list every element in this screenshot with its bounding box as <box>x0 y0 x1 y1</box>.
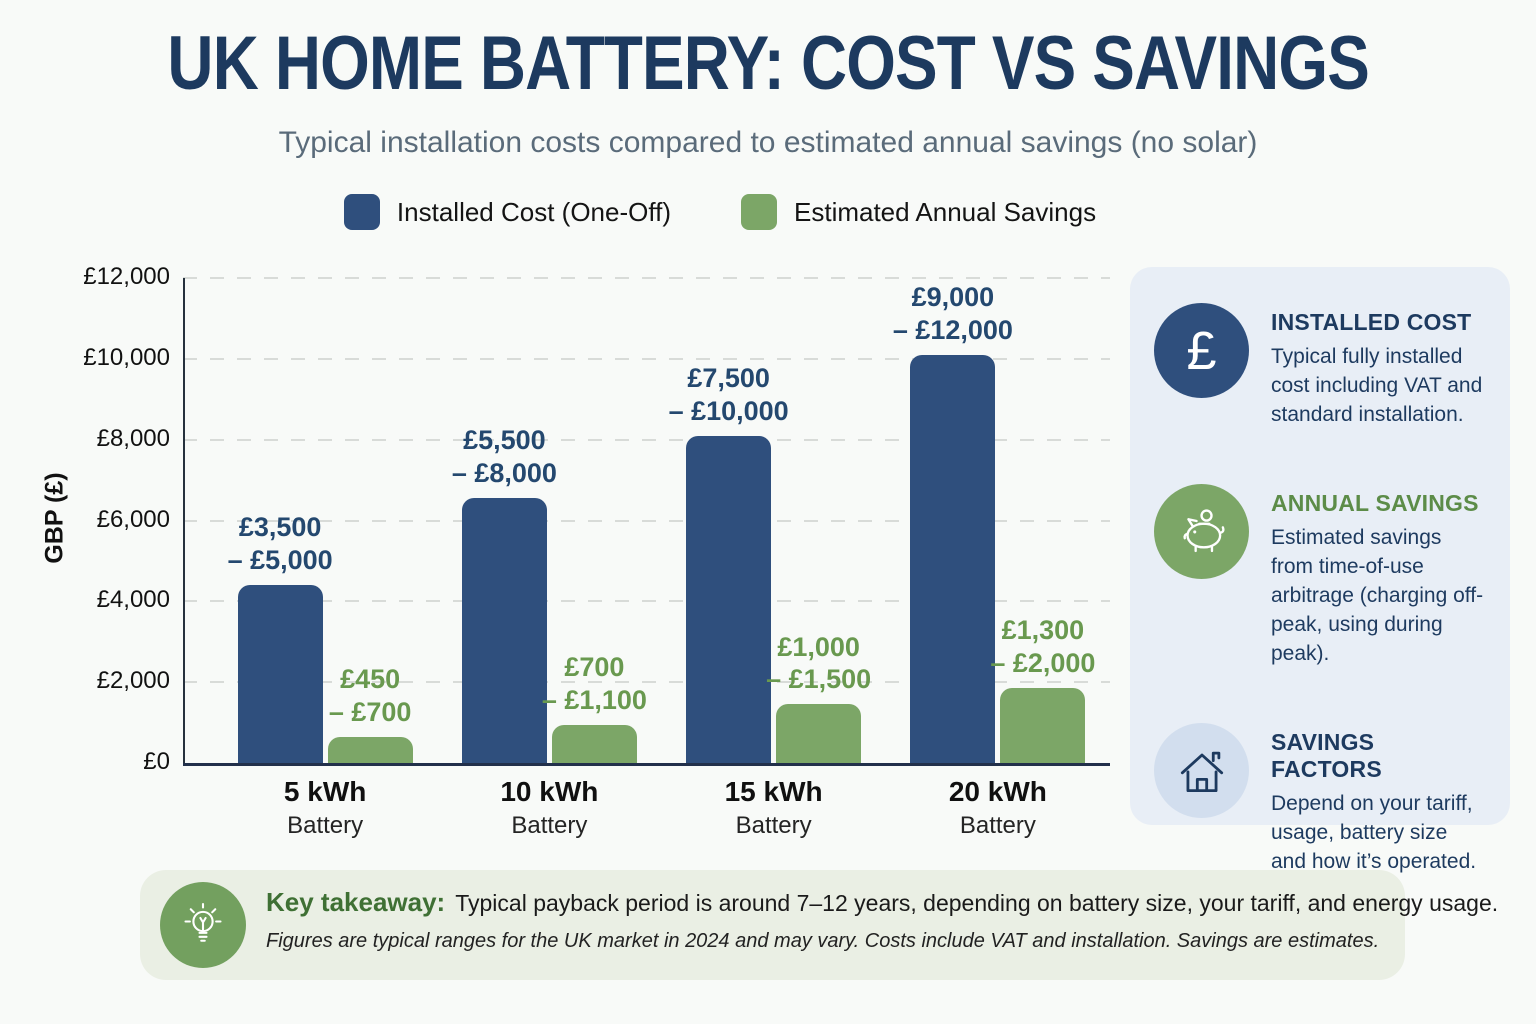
fine-print: Figures are typical ranges for the UK ma… <box>266 930 1380 952</box>
bar-group-5-kwh: £3,500– £5,000 £450– £700 <box>213 278 437 763</box>
category-5-kwh: 5 kWh Battery <box>213 776 437 840</box>
bar-range-label-line: £9,000 <box>911 281 995 312</box>
info-card-savings-factors: SAVINGS FACTORS Depend on your tariff, u… <box>1154 722 1484 877</box>
page-title: UK HOME BATTERY: COST VS SAVINGS <box>167 21 1369 106</box>
category-15-kwh: 15 kWh Battery <box>662 776 886 840</box>
y-axis-tick-label: £8,000 <box>96 424 170 452</box>
bar-range-label-line: £1,300 <box>1001 615 1085 646</box>
info-card-installed-cost: £ INSTALLED COST Typical fully installed… <box>1154 303 1484 430</box>
y-axis-tick-label: £6,000 <box>96 505 170 533</box>
category-sub-label: Battery <box>287 812 364 839</box>
piggy-bank-icon <box>1154 483 1249 579</box>
bar-range-label-line: – £2,000 <box>990 648 1096 679</box>
card-title: SAVINGS FACTORS <box>1271 728 1382 782</box>
chart-legend: Installed Cost (One-Off) Estimated Annual… <box>0 194 1488 230</box>
bar-range-label: £7,500– £10,000 <box>604 362 854 428</box>
y-axis-tick-label: £12,000 <box>83 263 170 290</box>
takeaway-label: Key takeaway: <box>266 887 446 917</box>
pound-icon: £ <box>1154 303 1249 398</box>
card-title: INSTALLED COST <box>1271 309 1472 335</box>
bar-range-label: £450– £700 <box>245 663 495 729</box>
category-size-label: 5 kWh <box>283 776 367 807</box>
bar-range-label: £700– £1,100 <box>469 651 719 717</box>
info-card-annual-savings: ANNUAL SAVINGS Estimated savings from ti… <box>1154 483 1484 669</box>
bar-installed-cost-one-off-10-kwh: £5,500– £8,000 <box>452 425 557 763</box>
bar-group-10-kwh: £5,500– £8,000 £700– £1,100 <box>437 278 661 763</box>
legend-label: Installed Cost (One-Off) <box>396 196 671 227</box>
bar-range-label-line: £3,500 <box>238 512 322 543</box>
bar-range-label: £1,000– £1,500 <box>694 631 944 697</box>
bar-range-label-line: – £1,100 <box>541 684 647 715</box>
x-axis-category-labels: 5 kWh Battery 10 kWh Battery 15 kWh Battery 20… <box>183 776 1110 840</box>
gridline <box>183 357 1110 360</box>
card-body: Typical fully installed cost including V… <box>1271 345 1483 426</box>
bar-range-label-line: £7,500 <box>687 362 770 393</box>
takeaway-line: Key takeaway: Typical payback period is a… <box>266 887 1498 918</box>
bar-range-label-line: £1,000 <box>777 631 860 662</box>
y-axis-tick-label: £2,000 <box>96 667 170 695</box>
category-size-label: 20 kWh <box>948 776 1047 807</box>
bar-range-label-line: £450 <box>340 663 401 694</box>
bar-installed-cost-one-off-15-kwh: £7,500– £10,000 <box>669 363 789 763</box>
category-20-kwh: 20 kWh Battery <box>886 776 1110 840</box>
gridline <box>183 681 1110 684</box>
lightbulb-icon <box>160 882 246 968</box>
card-body: Estimated savings from time-of-use arbit… <box>1271 525 1484 665</box>
legend-item-installed-cost-one-off: Installed Cost (One-Off) <box>343 194 671 230</box>
page-subtitle: Typical installation costs compared to e… <box>278 126 1258 159</box>
category-size-label: 10 kWh <box>500 776 599 807</box>
key-takeaway-panel: Key takeaway: Typical payback period is a… <box>140 870 1498 980</box>
bar-range-label-line: £5,500 <box>463 425 546 456</box>
house-icon <box>1154 722 1249 818</box>
bar-range-label-line: – £12,000 <box>892 314 1013 345</box>
bar-installed-cost-one-off-5-kwh: £3,500– £5,000 <box>228 512 333 763</box>
bar-range-label: £1,300– £2,000 <box>918 614 1168 680</box>
bar-range-label-line: – £8,000 <box>451 458 557 489</box>
bar-range-label-line: – £700 <box>328 696 412 727</box>
bar-range-label-line: – £5,000 <box>227 545 333 576</box>
bar-estimated-annual-savings-20-kwh: £1,300– £2,000 <box>990 615 1095 763</box>
gridline <box>183 600 1110 603</box>
card-body: Depend on your tariff, usage, battery si… <box>1271 791 1477 873</box>
bar-range-label: £9,000– £12,000 <box>828 281 1078 347</box>
gridline <box>183 277 1110 279</box>
bar-range-label-line: £700 <box>564 651 625 682</box>
y-axis-tick-label: £4,000 <box>96 586 170 614</box>
bar-range-label-line: – £10,000 <box>668 395 789 426</box>
category-size-label: 15 kWh <box>724 776 823 807</box>
category-sub-label: Battery <box>735 812 812 839</box>
legend-label: Estimated Annual Savings <box>794 196 1097 227</box>
y-axis-tick-label: £0 <box>143 748 170 775</box>
chart-plot-area: £3,500– £5,000 £450– £700 £5,500– £8,000 £7… <box>183 277 1110 766</box>
bar-range-label-line: – £1,500 <box>766 664 872 695</box>
bar-group-15-kwh: £7,500– £10,000 £1,000– £1,500 <box>662 278 886 763</box>
bars-row: £3,500– £5,000 £450– £700 £5,500– £8,000 £7… <box>183 278 1110 763</box>
bar-estimated-annual-savings-10-kwh: £700– £1,100 <box>542 652 647 763</box>
takeaway-text: Typical payback period is around 7–12 ye… <box>455 890 1499 916</box>
bar-group-20-kwh: £9,000– £12,000 £1,300– £2,000 <box>886 278 1110 763</box>
y-axis-line <box>183 278 185 763</box>
y-axis-tick-label: £10,000 <box>83 343 170 371</box>
legend-swatch-estimated-annual-savings <box>741 194 777 230</box>
legend-item-estimated-annual-savings: Estimated Annual Savings <box>741 194 1096 230</box>
info-sidebar: £ INSTALLED COST Typical fully installed… <box>1130 267 1510 873</box>
category-10-kwh: 10 kWh Battery <box>437 776 661 840</box>
category-sub-label: Battery <box>959 812 1036 839</box>
gridline <box>183 519 1110 522</box>
card-title: ANNUAL SAVINGS <box>1271 489 1479 516</box>
bar-estimated-annual-savings-15-kwh: £1,000– £1,500 <box>766 632 871 763</box>
legend-swatch-installed-cost-one-off <box>343 194 380 230</box>
gridline <box>183 438 1110 441</box>
bar-installed-cost-one-off-20-kwh: £9,000– £12,000 <box>893 282 1013 763</box>
category-sub-label: Battery <box>511 812 588 839</box>
bar-estimated-annual-savings-5-kwh: £450– £700 <box>327 664 413 763</box>
x-axis-line <box>183 763 1110 766</box>
bar-range-label: £5,500– £8,000 <box>379 424 629 490</box>
bar-range-label: £3,500– £5,000 <box>155 511 405 577</box>
